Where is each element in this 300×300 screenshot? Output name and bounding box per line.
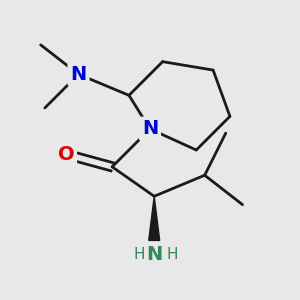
Text: O: O xyxy=(58,145,74,164)
Text: N: N xyxy=(70,65,87,84)
Text: H: H xyxy=(134,247,145,262)
Text: N: N xyxy=(146,244,162,264)
Text: H: H xyxy=(166,247,178,262)
Polygon shape xyxy=(149,196,160,240)
Text: N: N xyxy=(142,119,158,139)
